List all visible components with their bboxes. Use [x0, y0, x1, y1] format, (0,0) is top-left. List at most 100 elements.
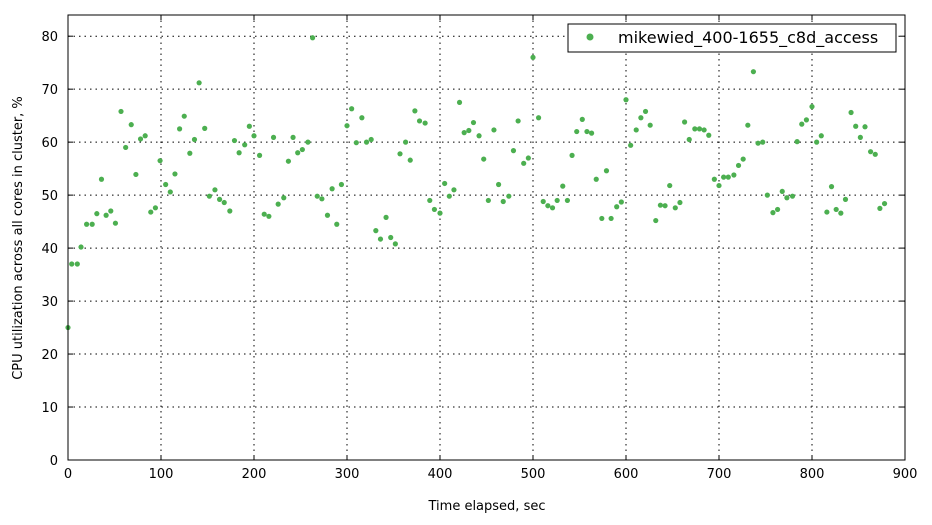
data-point — [266, 213, 272, 219]
data-point — [725, 174, 731, 180]
data-point — [711, 176, 717, 182]
data-point — [495, 181, 502, 188]
data-point — [187, 150, 193, 156]
data-point — [196, 80, 202, 86]
x-tick-label: 700 — [707, 467, 732, 482]
data-point — [647, 122, 653, 128]
data-point — [506, 193, 512, 199]
data-point — [735, 162, 742, 169]
data-point — [774, 206, 781, 213]
data-point — [295, 150, 301, 156]
y-axis-label: CPU utilization across all cores in clus… — [11, 96, 26, 380]
data-point — [285, 158, 292, 164]
data-point — [442, 180, 448, 187]
data-point — [246, 123, 252, 129]
data-point — [78, 244, 84, 250]
data-point — [521, 160, 527, 166]
data-point — [672, 205, 678, 211]
data-point — [721, 174, 727, 180]
data-point — [638, 115, 644, 121]
data-point — [481, 156, 487, 162]
data-point — [476, 133, 482, 139]
data-point — [377, 236, 384, 242]
data-point — [142, 133, 148, 139]
x-axis-label: Time elapsed, sec — [428, 499, 546, 514]
data-point — [530, 54, 536, 60]
data-point — [309, 35, 316, 41]
data-point — [251, 133, 257, 139]
y-tick-label: 20 — [41, 348, 58, 363]
data-point — [368, 136, 374, 143]
data-point — [349, 106, 355, 112]
data-point — [69, 261, 75, 267]
y-tick-label: 0 — [50, 454, 58, 469]
data-point — [838, 210, 844, 216]
x-tick-label: 500 — [521, 467, 546, 482]
data-point — [431, 206, 438, 213]
data-point — [500, 198, 506, 205]
data-point — [745, 122, 751, 128]
data-point — [172, 171, 178, 177]
y-tick-label: 80 — [41, 30, 58, 45]
data-point — [412, 108, 418, 114]
x-tick-label: 900 — [893, 467, 918, 482]
data-point — [392, 241, 398, 247]
data-point — [152, 205, 159, 211]
data-point — [549, 205, 556, 211]
data-point — [862, 124, 868, 130]
data-point — [206, 193, 212, 199]
data-point — [118, 108, 124, 115]
data-point — [574, 128, 580, 135]
y-tick-label: 30 — [41, 295, 58, 310]
data-point — [784, 195, 790, 201]
data-point — [167, 189, 173, 195]
data-point — [299, 146, 305, 153]
data-point — [515, 118, 521, 124]
data-point — [653, 217, 659, 224]
data-point — [373, 228, 379, 234]
y-tick-label: 50 — [41, 189, 58, 204]
data-point — [148, 209, 154, 215]
data-point — [799, 121, 805, 127]
data-point — [560, 183, 566, 189]
data-point — [290, 134, 296, 140]
data-point — [569, 152, 575, 158]
data-point — [108, 208, 114, 214]
data-point — [227, 208, 233, 214]
x-tick-label: 100 — [149, 467, 174, 482]
data-point — [359, 115, 365, 121]
data-point — [881, 200, 888, 207]
data-point — [181, 113, 187, 119]
data-point — [760, 139, 766, 145]
data-point — [809, 104, 815, 110]
data-point — [667, 182, 673, 189]
legend-label: mikewied_400-1655_c8d_access — [618, 28, 878, 48]
data-point — [314, 193, 320, 199]
data-point — [84, 221, 90, 227]
data-point — [281, 195, 287, 201]
data-point — [588, 130, 595, 136]
data-point — [554, 197, 560, 204]
grid-lines — [68, 15, 905, 460]
data-point — [731, 172, 737, 178]
data-points — [65, 35, 888, 331]
data-point — [446, 193, 452, 199]
data-point — [427, 197, 433, 204]
data-point — [236, 150, 242, 156]
y-tick-label: 10 — [41, 401, 58, 416]
data-point — [212, 187, 218, 193]
data-point — [779, 188, 785, 195]
data-point — [750, 69, 757, 75]
data-point — [270, 134, 277, 140]
y-tick-label: 60 — [41, 136, 58, 151]
x-tick-label: 800 — [800, 467, 825, 482]
data-point — [103, 212, 109, 218]
data-point — [177, 126, 183, 132]
data-point — [614, 204, 620, 210]
data-point — [137, 136, 144, 142]
data-point — [89, 221, 95, 227]
data-point — [491, 127, 497, 133]
data-point — [128, 122, 134, 128]
data-point — [867, 149, 874, 155]
